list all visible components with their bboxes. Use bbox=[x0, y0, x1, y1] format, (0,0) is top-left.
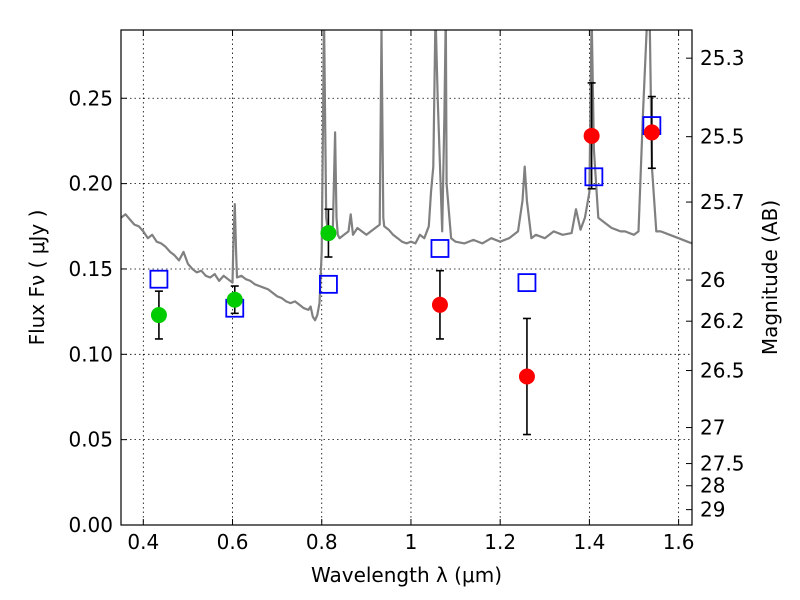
right-tick-label: 25.5 bbox=[700, 125, 745, 149]
y-axis-label: Flux Fν ( μJy ) bbox=[25, 210, 49, 346]
model-spectrum-line bbox=[121, 30, 692, 322]
x-tick-label: 1.2 bbox=[484, 530, 516, 554]
model-photometry-square bbox=[149, 269, 169, 289]
x-tick-label: 0.4 bbox=[127, 530, 159, 554]
right-tick-label: 29 bbox=[700, 498, 725, 522]
data-points bbox=[149, 82, 662, 436]
y-tick-label: 0.15 bbox=[68, 257, 113, 281]
x-axis-label: Wavelength λ (μm) bbox=[311, 563, 502, 587]
right-tick-label: 27.5 bbox=[700, 452, 745, 476]
model-photometry-square bbox=[584, 167, 604, 187]
green-data-point bbox=[226, 291, 243, 308]
red-data-point bbox=[431, 296, 448, 313]
x-tick-label: 1.4 bbox=[573, 530, 605, 554]
model-spectrum bbox=[121, 30, 692, 322]
model-photometry-square bbox=[517, 273, 537, 293]
right-tick-label: 27 bbox=[700, 416, 725, 440]
right-tick-label: 28 bbox=[700, 474, 725, 498]
x-tick-label: 0.6 bbox=[217, 530, 249, 554]
grid-lines bbox=[121, 30, 692, 526]
axis-ticks: 0.4 0.6 0.8 1 1.2 1.4 1.6 0.00 0.05 0.10 0.15 0.20 0… bbox=[68, 30, 745, 554]
right-tick-label: 25.7 bbox=[700, 190, 745, 214]
model-photometry-square bbox=[430, 239, 450, 258]
red-data-point bbox=[643, 124, 660, 141]
y-tick-label: 0.20 bbox=[68, 172, 113, 196]
right-tick-label: 26.5 bbox=[700, 359, 745, 383]
right-tick-label: 26.2 bbox=[700, 309, 745, 333]
green-data-point bbox=[150, 307, 167, 324]
y-tick-label: 0.10 bbox=[68, 342, 113, 366]
y-tick-label: 0.00 bbox=[68, 513, 113, 537]
plot-frame bbox=[120, 29, 693, 526]
red-data-point bbox=[518, 368, 535, 385]
y-tick-label: 0.05 bbox=[68, 428, 113, 452]
right-axis-label: Magnitude (AB) bbox=[758, 200, 782, 355]
x-tick-label: 1 bbox=[405, 530, 418, 554]
red-data-point bbox=[583, 127, 600, 144]
green-data-point bbox=[320, 225, 337, 242]
right-tick-label: 25.3 bbox=[700, 46, 745, 70]
model-photometry-square bbox=[319, 274, 338, 294]
right-tick-label: 26 bbox=[700, 268, 725, 292]
y-tick-label: 0.25 bbox=[68, 86, 113, 110]
x-tick-label: 0.8 bbox=[306, 530, 338, 554]
x-tick-label: 1.6 bbox=[663, 530, 695, 554]
